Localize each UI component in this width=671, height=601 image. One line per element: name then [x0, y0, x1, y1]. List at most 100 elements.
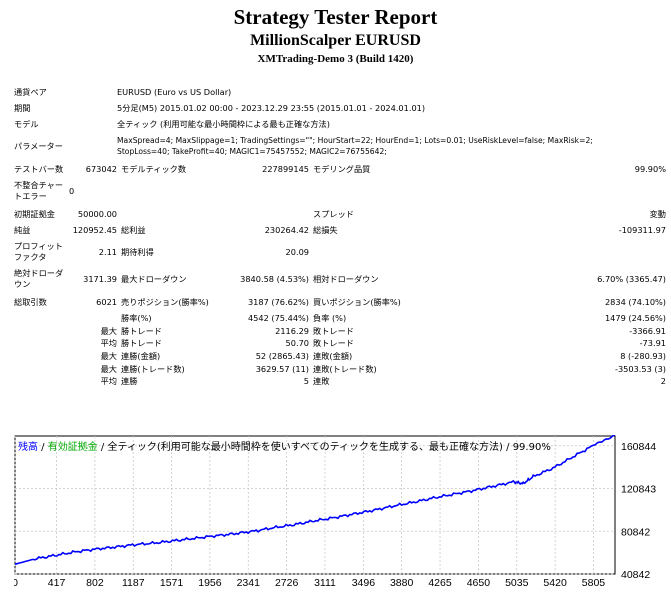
payoff-label: 期待利得	[121, 246, 154, 257]
mismatch-label-2: トエラー	[14, 191, 47, 201]
symbol-value: EURUSD (Euro vs US Dollar)	[117, 87, 232, 97]
quality-value: 99.90%	[634, 163, 666, 174]
avg-word-2: 平均	[100, 376, 117, 387]
gross-loss-label: 総損失	[313, 225, 338, 235]
balance-chart-svg: 0 417 802 1187 1571 1956 2341 2726 3111 3496 3880 4…	[12, 434, 656, 589]
payoff-value: 20.09	[285, 246, 309, 257]
pf-label-2: ファクタ	[14, 251, 47, 262]
long-value: 2834 (74.10%)	[604, 297, 666, 307]
avg-cons-loss-label: 連敗	[313, 376, 330, 387]
deposit-label: 初期証拠金	[14, 208, 55, 219]
rel-dd-value: 6.70% (3365.47)	[597, 273, 666, 284]
gross-profit-value: 230264.42	[264, 225, 309, 235]
y-tick-label: 160844	[621, 441, 656, 453]
quality-label: モデリング品質	[313, 163, 371, 174]
pf-value: 2.11	[98, 246, 117, 257]
symbol-row: 通貨ペア EURUSD (Euro vs US Dollar)	[14, 84, 666, 100]
max-word-2: 最大	[100, 351, 117, 362]
abs-dd-label-1: 絶対ドローダ	[14, 267, 64, 278]
plot-area	[14, 435, 616, 575]
x-tick-label: 5805	[582, 577, 606, 589]
legend-balance: 残高	[18, 442, 38, 453]
expert-name: MillionScalper EURUSD	[250, 32, 421, 49]
max-loss-label: 敗トレード	[313, 325, 354, 336]
bars-row: テストバー数 673042 モデルティック数 227899145 モデリング品質…	[14, 160, 666, 177]
loss-label: 負率 (%)	[313, 313, 347, 324]
avg-win-label: 勝トレード	[121, 338, 162, 349]
x-tick-label: 2726	[275, 577, 299, 589]
avg-cons-loss-value: 2	[660, 376, 666, 387]
cons-loss-cnt-value: -3503.53 (3)	[614, 363, 666, 374]
winrate-row: 勝率(%) 4542 (75.44%) 負率 (%) 1479 (24.56%)	[14, 312, 666, 325]
x-tick-label: 802	[86, 577, 104, 589]
y-tick-label: 80842	[621, 526, 650, 538]
avg-cons-win-label: 連勝	[121, 376, 138, 387]
x-tick-label: 1187	[122, 577, 145, 589]
cons-count-row: 最大 連勝(トレード数) 3629.57 (11) 連敗(トレード数) -350…	[14, 362, 666, 375]
cons-win-cnt-value: 3629.57 (11)	[255, 363, 309, 374]
max-win-label: 勝トレード	[121, 325, 162, 336]
x-tick-label: 1956	[198, 577, 222, 589]
symbol-label: 通貨ペア	[14, 87, 47, 97]
x-tick-label: 3111	[314, 577, 336, 589]
max-loss-value: -3366.91	[629, 325, 666, 336]
params-label: パラメーター	[14, 141, 63, 151]
cons-loss-amt-label: 連敗(金額)	[313, 351, 353, 362]
net-value: 120952.45	[72, 225, 117, 235]
y-tick-label: 120843	[621, 484, 656, 496]
bars-value: 673042	[85, 163, 117, 174]
legend-sep: /	[38, 442, 48, 453]
chart-legend: 残高 / 有効証拠金 / 全ティック(利用可能な最小時間枠を使いすべてのティック…	[18, 438, 551, 453]
net-row: 純益 120952.45 総利益 230264.42 総損失 -109311.9…	[14, 222, 666, 238]
report-table: 通貨ペア EURUSD (Euro vs US Dollar) 期間 5分足(M…	[14, 84, 666, 388]
bars-label: テストバー数	[14, 163, 64, 174]
trades-label: 総取引数	[14, 297, 47, 307]
cons-win-cnt-label: 連勝(トレード数)	[121, 363, 185, 374]
legend-equity: 有効証拠金	[47, 442, 98, 453]
avg-cons-win-value: 5	[303, 376, 309, 387]
profit-factor-row: プロフィット ファクタ 2.11 期待利得 20.09	[14, 238, 666, 265]
cons-loss-cnt-label: 連敗(トレード数)	[313, 363, 377, 374]
max-trade-row: 最大 勝トレード 2116.29 敗トレード -3366.91	[14, 325, 666, 338]
avg-win-value: 50.70	[285, 338, 309, 349]
max-dd-value: 3840.58 (4.53%)	[240, 273, 309, 284]
x-tick-label: 417	[48, 577, 66, 589]
x-tick-label: 4265	[428, 577, 452, 589]
x-tick-label: 5420	[543, 577, 567, 589]
avg-loss-label: 敗トレード	[313, 338, 354, 349]
cons-amount-row: 最大 連勝(金額) 52 (2865.43) 連敗(金額) 8 (-280.93…	[14, 350, 666, 363]
gross-loss-value: -109311.97	[618, 225, 666, 235]
period-row: 期間 5分足(M5) 2015.01.02 00:00 - 2023.12.29…	[14, 100, 666, 116]
net-label: 純益	[14, 225, 31, 235]
loss-value: 1479 (24.56%)	[604, 313, 666, 324]
mismatch-value: 0	[69, 186, 75, 196]
long-label: 買いポジション(勝率%)	[313, 297, 401, 307]
pf-label-1: プロフィット	[14, 240, 63, 251]
spread-value: 変動	[649, 208, 666, 219]
period-value: 5分足(M5) 2015.01.02 00:00 - 2023.12.29 23…	[117, 103, 426, 113]
model-row: モデル 全ティック (利用可能な最小時間枠による最も正確な方法)	[14, 116, 666, 132]
win-value: 4542 (75.44%)	[247, 313, 309, 324]
win-label: 勝率(%)	[121, 313, 152, 324]
short-label: 売りポジション(勝率%)	[121, 297, 209, 307]
trades-value: 6021	[96, 297, 117, 307]
avg-loss-value: -73.91	[639, 338, 666, 349]
max-word: 最大	[100, 325, 117, 336]
server-build: XMTrading-Demo 3 (Build 1420)	[257, 53, 414, 65]
gross-profit-label: 総利益	[121, 225, 146, 235]
spread-label: スプレッド	[313, 208, 354, 219]
params-row: パラメーター MaxSpread=4; MaxSlippage=1; Tradi…	[14, 132, 666, 160]
mismatch-label-1: 不整合チャー	[14, 180, 64, 190]
avg-word: 平均	[100, 338, 117, 349]
trades-row: 総取引数 6021 売りポジション(勝率%) 3187 (76.62%) 買いポ…	[14, 292, 666, 312]
params-line-1: MaxSpread=4; MaxSlippage=1; TradingSetti…	[117, 136, 593, 145]
drawdown-row: 絶対ドローダ ウン 3171.39 最大ドローダウン 3840.58 (4.53%…	[14, 265, 666, 292]
x-tick-label: 5035	[505, 577, 529, 589]
max-word-3: 最大	[100, 363, 117, 374]
cons-loss-amt-value: 8 (-280.93)	[620, 351, 666, 362]
report-title: Strategy Tester Report	[233, 5, 438, 29]
period-label: 期間	[14, 103, 31, 113]
x-tick-label: 2341	[237, 577, 261, 589]
y-tick-label: 40842	[621, 569, 650, 581]
ticks-value: 227899145	[262, 163, 309, 174]
